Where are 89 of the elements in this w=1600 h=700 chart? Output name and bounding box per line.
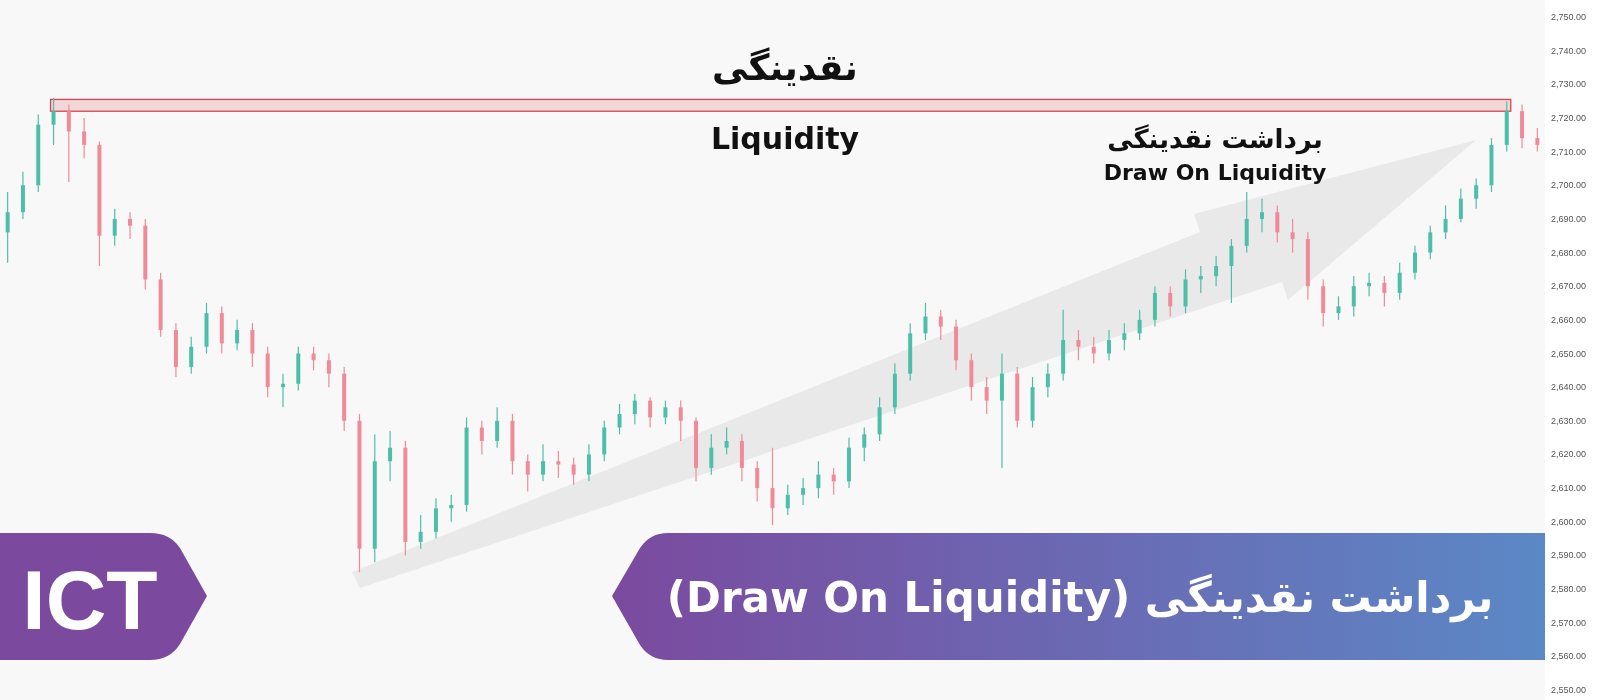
y-tick-label: 2,630.00	[1551, 415, 1587, 426]
candlestick	[801, 477, 806, 506]
candlestick	[235, 319, 240, 351]
y-tick-label: 2,580.00	[1551, 584, 1587, 595]
annotation: ICT	[22, 553, 158, 647]
candlestick	[82, 117, 87, 159]
candlestick	[495, 406, 500, 449]
candlestick	[1229, 238, 1234, 304]
candlestick	[326, 352, 331, 388]
candlestick	[1351, 275, 1356, 318]
candlestick	[189, 336, 194, 375]
y-tick-label: 2,560.00	[1551, 651, 1587, 662]
y-tick-label: 2,620.00	[1551, 449, 1587, 460]
candlestick	[1137, 309, 1142, 341]
candlestick	[1535, 127, 1540, 153]
candlestick	[1443, 204, 1448, 240]
candlestick	[66, 103, 71, 183]
candlestick	[449, 494, 454, 523]
candlestick	[541, 443, 546, 482]
candlestick	[1275, 204, 1280, 244]
y-tick-label: 2,610.00	[1551, 483, 1587, 494]
candlestick	[281, 373, 285, 408]
candlestick	[1458, 188, 1463, 223]
candlestick	[1168, 285, 1173, 318]
candlestick	[556, 450, 561, 479]
candlestick	[1474, 177, 1479, 210]
candlestick	[1367, 272, 1372, 297]
y-tick-label: 2,550.00	[1551, 685, 1587, 695]
candlestick	[1260, 198, 1265, 233]
candlestick	[816, 460, 821, 499]
candlestick	[1091, 336, 1096, 365]
candlestick	[112, 208, 117, 247]
candlestick	[479, 420, 484, 456]
y-tick-label: 2,710.00	[1551, 146, 1587, 157]
candlestick	[51, 97, 56, 146]
candlestick	[418, 514, 423, 550]
candlestick	[1397, 262, 1402, 301]
candlestick	[785, 484, 790, 516]
candlestick	[678, 400, 683, 442]
y-tick-label: 2,640.00	[1551, 382, 1587, 393]
candlestick	[586, 443, 591, 482]
candlestick	[709, 433, 714, 476]
candlestick	[433, 497, 438, 540]
candlestick	[663, 400, 668, 425]
annotation: نقدینگی	[712, 47, 858, 88]
candlestick	[632, 393, 637, 425]
y-tick-label: 2,720.00	[1551, 112, 1587, 123]
candlestick	[938, 309, 943, 341]
candlestick	[923, 302, 928, 341]
candlestick	[724, 426, 729, 456]
text: برداشت نقدینگی (Draw On Liquidity)	[666, 573, 1494, 623]
candlestick	[1198, 265, 1203, 294]
candlestick	[862, 426, 867, 462]
candlestick	[1214, 255, 1219, 287]
candlestick	[1428, 225, 1433, 260]
y-tick-label: 2,600.00	[1551, 516, 1587, 527]
candlestick	[1122, 322, 1127, 351]
candlestick	[617, 403, 622, 435]
candlestick	[525, 453, 530, 493]
candlestick	[571, 457, 576, 486]
candlestick	[1412, 245, 1417, 281]
candlestick	[770, 447, 775, 526]
y-tick-label: 2,740.00	[1551, 45, 1587, 56]
candlestick	[1076, 329, 1081, 361]
annotation: Draw On Liquidity	[1103, 160, 1327, 185]
annotation: Liquidity	[710, 121, 860, 156]
candlestick	[1290, 218, 1295, 254]
y-tick-label: 2,690.00	[1551, 213, 1587, 224]
y-tick-label: 2,700.00	[1551, 180, 1587, 191]
candlestick	[1107, 329, 1112, 361]
candlestick	[388, 430, 393, 482]
y-tick-label: 2,660.00	[1551, 314, 1587, 325]
y-tick-label: 2,750.00	[1551, 12, 1587, 22]
candlestick	[1382, 275, 1387, 307]
candlestick	[648, 396, 653, 429]
y-tick-label: 2,680.00	[1551, 247, 1587, 258]
y-tick-label: 2,590.00	[1551, 550, 1587, 561]
y-tick-label: 2,730.00	[1551, 79, 1587, 90]
y-tick-label: 2,570.00	[1551, 617, 1587, 628]
y-tick-label: 2,650.00	[1551, 348, 1587, 359]
annotation: برداشت نقدینگی	[1107, 124, 1323, 155]
candlestick	[5, 191, 10, 264]
y-tick-label: 2,670.00	[1551, 281, 1587, 292]
candlestick	[984, 376, 989, 415]
candlestick	[128, 211, 133, 240]
candlestick	[755, 460, 760, 503]
candlestick	[250, 322, 255, 368]
candlestick	[1045, 363, 1050, 398]
candlestick	[1336, 295, 1341, 321]
